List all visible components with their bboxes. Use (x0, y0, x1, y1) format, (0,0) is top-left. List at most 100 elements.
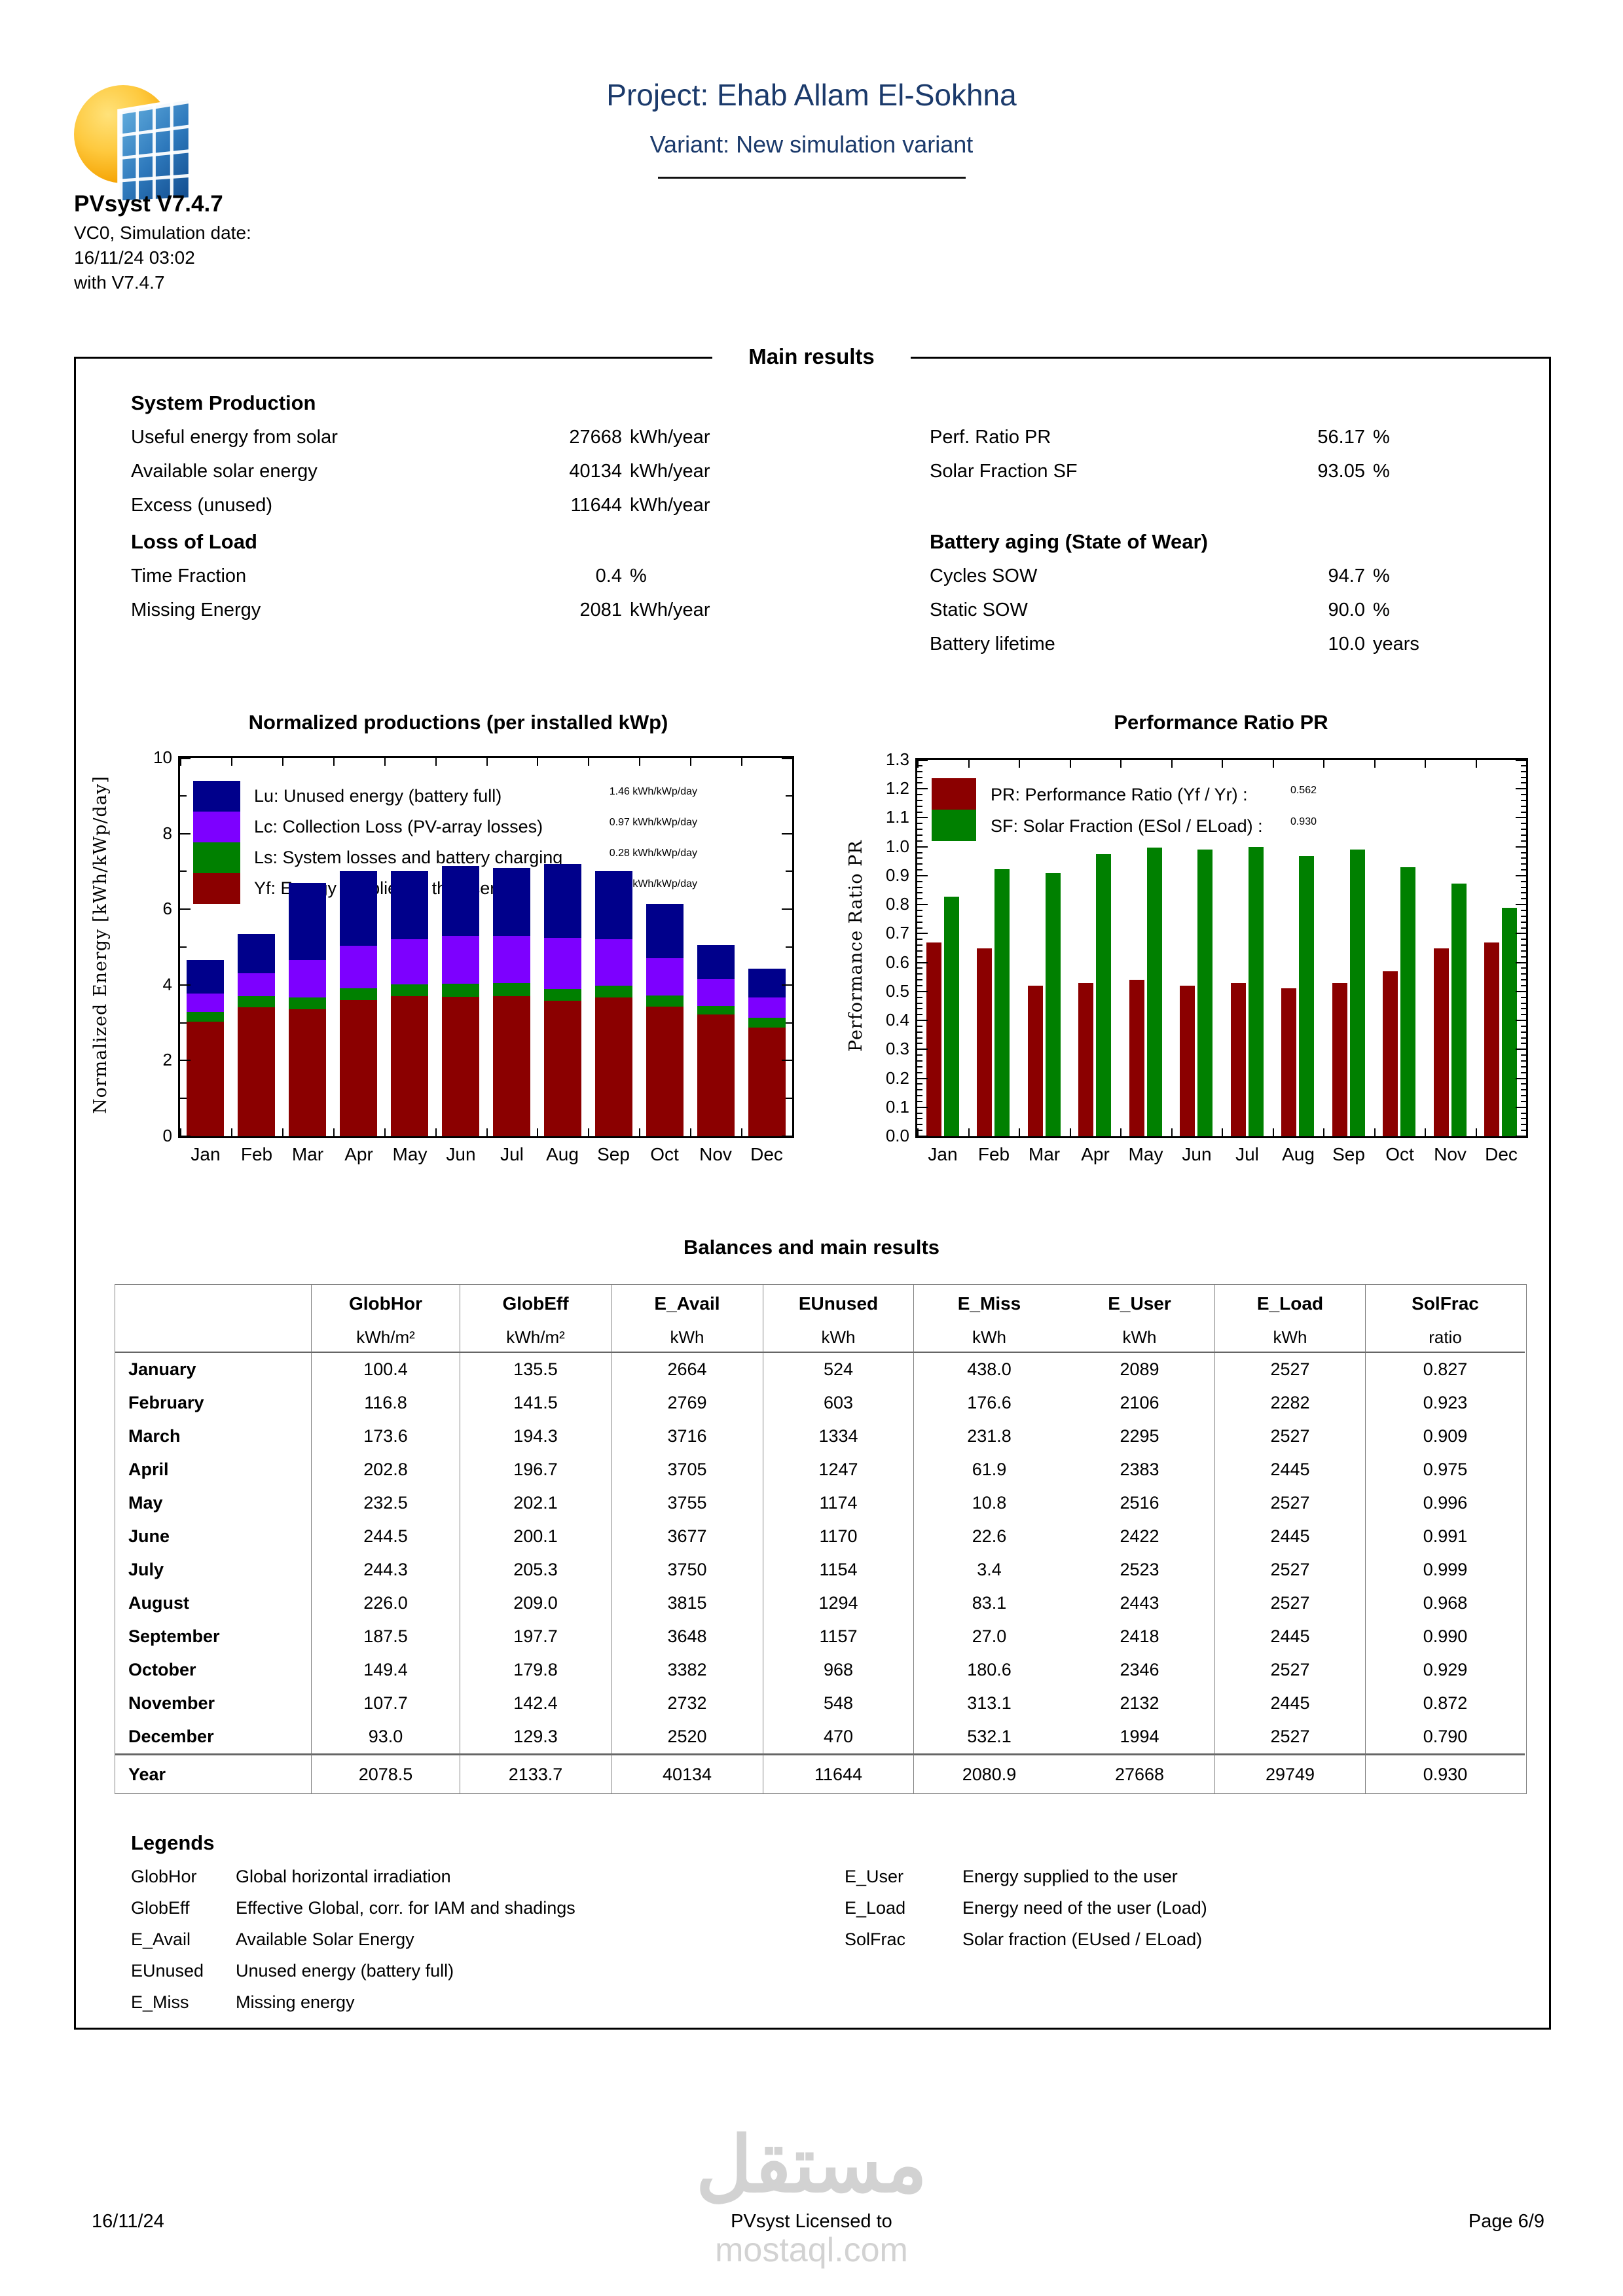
bar-sf-dec (1502, 907, 1517, 1136)
table-row-february-cell: 116.8 (312, 1386, 460, 1420)
chart1-month-label: Jul (500, 1144, 524, 1164)
system-production-heading: System Production (131, 391, 316, 414)
chart2-ytick-right (1521, 823, 1526, 825)
table-row-february-cell: 2106 (1065, 1386, 1215, 1420)
chart2-ytick (917, 1077, 928, 1079)
bar-segment-lu-may (391, 871, 428, 940)
table-row-february-cell: 141.5 (460, 1386, 611, 1420)
chart2-top-tick (1222, 760, 1223, 768)
chart2-ytick-right (1516, 817, 1526, 819)
table-row-january-cell: 135.5 (460, 1353, 611, 1386)
chart2-ytick-right (1516, 874, 1526, 876)
bar-segment-lc-jun (442, 935, 479, 984)
bar-segment-lc-apr (340, 945, 377, 989)
chart2-ytick-right (1521, 973, 1526, 975)
table-units-cell: kWh/m² (312, 1323, 460, 1353)
table-row-november-cell: 2445 (1215, 1687, 1366, 1720)
chart1-month-label: Apr (344, 1144, 373, 1164)
chart2-ytick-right (1521, 996, 1526, 998)
chart1-top-tick (639, 758, 640, 766)
chart2-ytick-label: 0.4 (885, 1010, 909, 1030)
table-row-december-cell: 1994 (1065, 1720, 1215, 1753)
chart1-top-tick (384, 758, 386, 766)
bar-pr-nov (1434, 948, 1449, 1136)
chart2-bottom-tick (1273, 1128, 1274, 1136)
legend-desc-e_avail: Available Solar Energy (236, 1929, 414, 1949)
table-row-september-cell: 3648 (611, 1620, 763, 1653)
chart2-ytick-right (1521, 944, 1526, 946)
chart2-month-label: Feb (977, 1144, 1010, 1164)
battery-aging-heading: Battery aging (State of Wear) (930, 530, 1208, 553)
table-year-row-cell: 29749 (1215, 1753, 1366, 1793)
chart1-ytick-right (786, 870, 792, 872)
legend-value-2: 0.97 kWh/kWp/day (609, 817, 697, 828)
chart2-ytick (917, 863, 922, 865)
table-row-january-cell: 438.0 (967, 1359, 1012, 1379)
chart2-ytick-right (1521, 1037, 1526, 1039)
bar-segment-lc-sep (595, 939, 632, 986)
chart2-ytick (917, 1130, 922, 1132)
table-row-february-cell: 2769 (611, 1386, 763, 1420)
chart2-ytick (917, 990, 928, 992)
table-row-february-cell: 2282 (1215, 1386, 1366, 1420)
chart2-ytick (917, 799, 922, 801)
chart2-bottom-tick (1476, 1128, 1477, 1136)
bar-segment-lu-jun (442, 865, 479, 936)
table-row-august-cell: 2443 (1065, 1587, 1215, 1620)
chart2-ytick (917, 782, 922, 784)
table-row-august-cell: 226.0 (312, 1587, 460, 1620)
table-row-december-cell: 2520 (611, 1720, 763, 1753)
bar-sf-mar (1046, 872, 1061, 1136)
loss-of-load-heading: Loss of Load (131, 530, 257, 553)
chart2-ytick (917, 927, 922, 929)
chart2-ytick (917, 805, 922, 807)
bar-segment-yf-sep (595, 997, 632, 1136)
chart2-ytick (917, 904, 928, 906)
table-row-september-cell: 0.990 (1423, 1626, 1468, 1646)
table-year-row-cell: 11644 (763, 1753, 914, 1793)
chart2-ytick (917, 811, 922, 813)
chart2-ytick-label: 0.8 (885, 894, 909, 914)
table-row-january-cell: 0.827 (1423, 1359, 1468, 1379)
chart2-ytick-right (1521, 950, 1526, 952)
chart2-ytick-right (1521, 1071, 1526, 1073)
bar-pr-mar (1028, 986, 1043, 1136)
chart2-ytick (917, 857, 922, 859)
table-row-september-cell: 1157 (763, 1620, 914, 1653)
chart2-ytick (917, 776, 922, 778)
legend-term-e_avail: E_Avail (131, 1929, 191, 1949)
chart1-ytick-right (782, 984, 792, 986)
app-version: PVsyst V7.4.7 (74, 191, 223, 217)
chart1-month-label: Dec (750, 1144, 783, 1164)
legend-value-1: 1.46 kWh/kWp/day (609, 786, 697, 797)
chart1-month-label: Oct (650, 1144, 679, 1164)
chart1-ytick-right (786, 1022, 792, 1024)
table-row-february-cell: 176.6 (967, 1393, 1012, 1412)
chart1-month-label: Mar (291, 1144, 324, 1164)
table-row-may-cell: 3755 (611, 1486, 763, 1520)
normalized-productions-chart: Lu: Unused energy (battery full) 1.46 kWh… (153, 747, 794, 1164)
chart2-ytick (917, 1106, 928, 1108)
chart2-ytick (917, 1136, 928, 1137)
table-row-may-cell: 10.8 (972, 1493, 1007, 1513)
chart1-ytick (180, 946, 187, 948)
chart2-ytick-right (1521, 939, 1526, 941)
chart2-ytick-right (1521, 1008, 1526, 1010)
table-row-august-cell: 0.968 (1423, 1593, 1468, 1613)
chart2-ytick (917, 910, 922, 911)
chart1-ytick (180, 1022, 187, 1024)
table-units-cell: kWh/m² (460, 1323, 611, 1353)
chart2-ytick-label: 1.2 (885, 778, 909, 798)
table-year-row-cell: 27668 (1065, 1753, 1215, 1793)
bar-segment-yf-jul (493, 996, 530, 1136)
chart1-ytick-label: 0 (162, 1126, 172, 1145)
table-row-october-cell: 180.6 (967, 1660, 1012, 1679)
bar-pr-may (1129, 980, 1144, 1136)
normalized-productions-title: Normalized productions (per installed kW… (248, 711, 668, 734)
chart2-bottom-tick (1070, 1128, 1071, 1136)
table-row-november-cell: 0.872 (1423, 1693, 1468, 1713)
chart2-ytick (917, 985, 922, 986)
bar-pr-jun (1180, 986, 1195, 1136)
simulation-info-line3: with V7.4.7 (74, 272, 165, 293)
